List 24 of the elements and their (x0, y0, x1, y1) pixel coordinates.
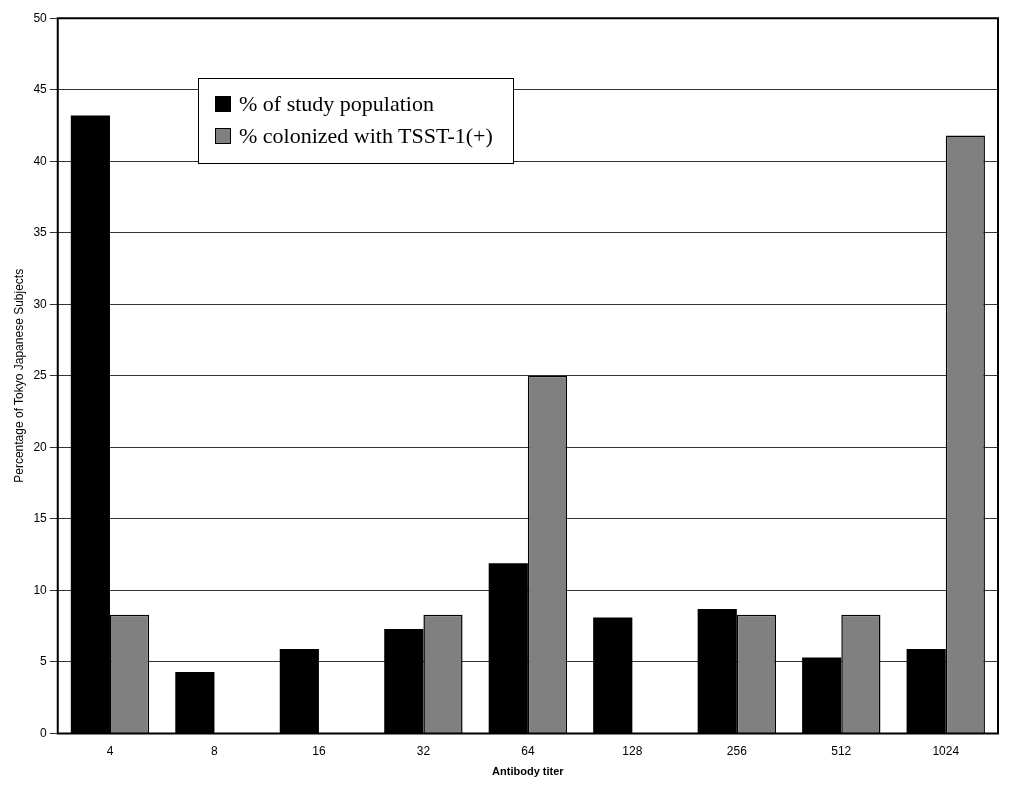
y-tick-label: 35 (33, 225, 48, 240)
y-tick-label: 0 (40, 725, 48, 740)
x-tick-label: 256 (726, 743, 748, 758)
y-tick-label: 10 (33, 582, 48, 597)
y-tick-label: 40 (33, 153, 48, 168)
x-tick-label: 128 (622, 743, 643, 758)
x-tick-label: 16 (312, 743, 326, 758)
x-tick-label: 32 (416, 743, 431, 758)
x-tick-label: 8 (211, 743, 219, 758)
legend-label: % colonized with TSST-1(+) (239, 123, 493, 149)
x-tick-label: 1024 (932, 743, 960, 758)
x-tick-label: 512 (831, 743, 852, 758)
y-axis-title: Percentage of Tokyo Japanese Subjects (11, 268, 26, 483)
legend-label: % of study population (239, 91, 434, 117)
y-tick-label: 15 (33, 511, 48, 526)
x-tick-label: 4 (106, 743, 114, 758)
y-tick-label: 50 (33, 10, 48, 25)
y-tick-label: 20 (33, 439, 48, 454)
y-tick-label: 25 (33, 368, 48, 383)
y-tick-label: 5 (40, 654, 48, 669)
x-tick-label: 64 (521, 743, 535, 758)
x-axis-title: Antibody titer (492, 765, 565, 778)
y-tick-label: 30 (33, 296, 48, 311)
y-tick-label: 45 (33, 82, 48, 97)
